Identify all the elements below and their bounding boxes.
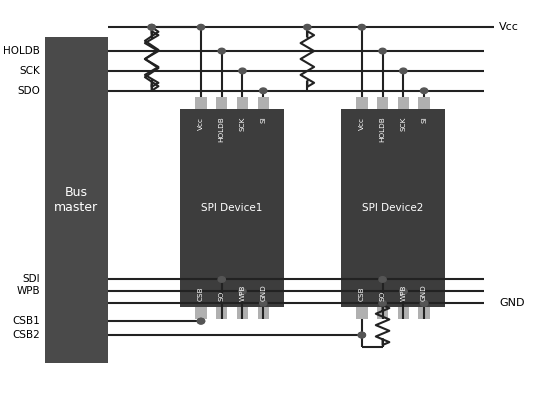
Circle shape <box>304 24 311 30</box>
Text: Vcc: Vcc <box>198 116 204 130</box>
Text: Bus
master: Bus master <box>54 186 98 214</box>
Bar <box>257 97 269 109</box>
Bar <box>45 37 108 363</box>
Circle shape <box>358 332 365 338</box>
Circle shape <box>197 318 205 324</box>
Text: SO: SO <box>219 291 225 301</box>
Bar <box>216 307 228 319</box>
Circle shape <box>260 300 267 306</box>
Text: GND: GND <box>499 298 525 308</box>
Text: CSB: CSB <box>198 287 204 301</box>
Bar <box>216 97 228 109</box>
Bar <box>356 307 367 319</box>
Circle shape <box>358 24 365 30</box>
Text: SDI: SDI <box>23 274 40 284</box>
Bar <box>377 307 388 319</box>
Circle shape <box>197 318 205 324</box>
Text: SCK: SCK <box>400 116 406 131</box>
Circle shape <box>148 24 155 30</box>
Text: Vcc: Vcc <box>359 116 365 130</box>
Bar <box>419 307 430 319</box>
Text: CSB: CSB <box>359 287 365 301</box>
Bar <box>257 307 269 319</box>
Text: WPB: WPB <box>400 285 406 301</box>
Bar <box>195 307 207 319</box>
Text: SI: SI <box>260 116 266 123</box>
Bar <box>195 97 207 109</box>
Bar <box>356 97 367 109</box>
Bar <box>398 307 409 319</box>
Text: CSB1: CSB1 <box>12 316 40 326</box>
Circle shape <box>379 48 386 54</box>
Circle shape <box>420 300 428 306</box>
Circle shape <box>197 24 205 30</box>
Text: HOLDB: HOLDB <box>379 116 386 142</box>
Bar <box>341 109 445 307</box>
Circle shape <box>218 48 226 54</box>
Bar <box>236 307 248 319</box>
Circle shape <box>420 300 428 306</box>
Circle shape <box>400 288 407 294</box>
Text: CSB2: CSB2 <box>12 330 40 340</box>
Circle shape <box>148 24 155 30</box>
Circle shape <box>239 288 246 294</box>
Circle shape <box>379 300 386 306</box>
Text: GND: GND <box>421 284 427 301</box>
Circle shape <box>400 288 407 294</box>
Text: SI: SI <box>421 116 427 123</box>
Circle shape <box>379 277 386 282</box>
Text: SO: SO <box>379 291 386 301</box>
Circle shape <box>239 68 246 74</box>
Text: WPB: WPB <box>239 285 245 301</box>
Text: HOLDB: HOLDB <box>219 116 225 142</box>
Circle shape <box>400 68 407 74</box>
Bar <box>419 97 430 109</box>
Text: SCK: SCK <box>239 116 245 131</box>
Circle shape <box>400 288 407 294</box>
Circle shape <box>218 277 226 282</box>
Text: WPB: WPB <box>16 286 40 296</box>
Circle shape <box>260 88 267 94</box>
Bar <box>377 97 388 109</box>
Text: SPI Device2: SPI Device2 <box>362 203 424 213</box>
Text: SDO: SDO <box>17 86 40 96</box>
Bar <box>236 97 248 109</box>
Text: SCK: SCK <box>19 66 40 76</box>
Circle shape <box>420 88 428 94</box>
Text: HOLDB: HOLDB <box>3 46 40 56</box>
Text: GND: GND <box>260 284 266 301</box>
Bar <box>180 109 284 307</box>
Text: SPI Device1: SPI Device1 <box>201 203 263 213</box>
Circle shape <box>358 332 365 338</box>
Bar <box>398 97 409 109</box>
Text: Vcc: Vcc <box>499 22 519 32</box>
